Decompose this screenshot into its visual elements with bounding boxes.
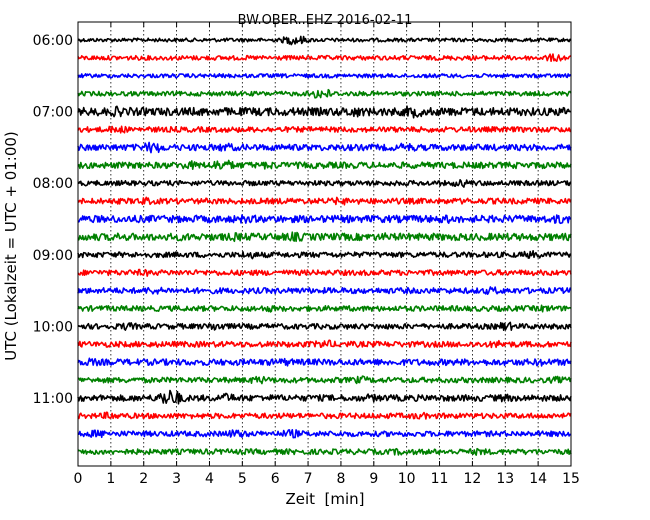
plot-frame [77, 21, 572, 467]
trace-line [77, 141, 572, 154]
x-tick-label: 13 [496, 471, 514, 487]
x-tick-label: 10 [398, 471, 416, 487]
trace-line [77, 286, 572, 295]
y-axis-ticks: 06:00 07:00 08:00 09:00 10:00 11:00 [33, 33, 571, 407]
x-tick-label: 7 [304, 471, 313, 487]
trace-line [77, 389, 572, 405]
trace-line [77, 159, 572, 170]
x-tick-label: 0 [74, 471, 83, 487]
x-axis-ticks: 0 1 2 3 4 5 6 7 8 9 10 11 12 13 14 15 [74, 22, 580, 487]
trace-line [77, 88, 572, 99]
chart-title: BW.OBER..EHZ 2016-02-11 [238, 13, 413, 28]
x-tick-label: 4 [205, 471, 214, 487]
trace-line [78, 214, 572, 225]
x-tick-label: 15 [562, 471, 580, 487]
y-tick-label: 09:00 [33, 248, 73, 264]
y-axis-label: UTC (Lokalzeit = UTC + 01:00) [2, 131, 20, 361]
trace-line [77, 339, 572, 349]
trace-line [77, 125, 572, 134]
trace-line [77, 304, 572, 313]
y-tick-label: 08:00 [33, 176, 73, 192]
x-axis-label: Zeit [min] [285, 490, 364, 508]
trace-line [77, 375, 572, 385]
x-tick-label: 8 [336, 471, 345, 487]
seismogram-traces [77, 35, 572, 456]
x-tick-label: 11 [431, 471, 449, 487]
x-tick-label: 2 [139, 471, 148, 487]
y-tick-label: 10:00 [33, 319, 73, 335]
trace-line [77, 321, 572, 331]
x-tick-label: 3 [172, 471, 181, 487]
y-tick-label: 11:00 [33, 391, 73, 407]
trace-line [77, 231, 572, 243]
trace-line [77, 268, 572, 277]
trace-line [77, 411, 572, 420]
x-tick-label: 14 [529, 471, 547, 487]
trace-line [77, 35, 572, 46]
trace-line [77, 357, 572, 367]
x-tick-label: 12 [463, 471, 481, 487]
y-tick-label: 07:00 [33, 105, 73, 121]
y-tick-label: 06:00 [33, 33, 73, 49]
trace-line [77, 447, 572, 456]
trace-line [77, 196, 572, 206]
trace-line [77, 429, 572, 439]
trace-line [77, 53, 571, 62]
trace-line [77, 250, 572, 260]
x-tick-label: 9 [369, 471, 378, 487]
x-tick-label: 6 [271, 471, 280, 487]
x-tick-label: 1 [106, 471, 115, 487]
trace-line [77, 105, 572, 119]
trace-line [77, 73, 572, 79]
trace-line [77, 179, 572, 188]
x-tick-label: 5 [238, 471, 247, 487]
